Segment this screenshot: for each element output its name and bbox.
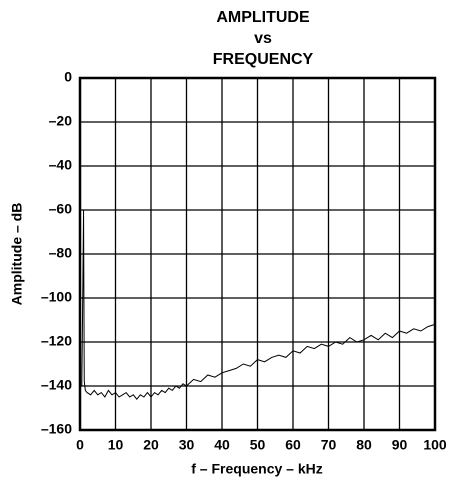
y-tick-label: –80 (49, 245, 73, 261)
y-tick-label: –120 (41, 333, 72, 349)
y-tick-label: –140 (41, 377, 72, 393)
x-tick-label: 20 (143, 437, 159, 453)
x-tick-label: 50 (250, 437, 266, 453)
y-tick-label: –40 (49, 157, 73, 173)
chart-title: AMPLITUDE (216, 9, 310, 26)
x-tick-label: 70 (321, 437, 337, 453)
y-tick-label: –160 (41, 421, 72, 437)
x-tick-label: 80 (356, 437, 372, 453)
chart-title: vs (254, 30, 272, 47)
x-tick-label: 0 (76, 437, 84, 453)
x-tick-label: 90 (392, 437, 408, 453)
x-tick-label: 10 (108, 437, 124, 453)
y-tick-label: –100 (41, 289, 72, 305)
x-tick-label: 30 (179, 437, 195, 453)
y-tick-label: –20 (49, 113, 73, 129)
chart-title: FREQUENCY (213, 51, 314, 68)
x-tick-label: 60 (285, 437, 301, 453)
x-axis-label: f – Frequency – kHz (191, 461, 323, 477)
y-tick-label: –60 (49, 201, 73, 217)
data-line (81, 209, 436, 400)
plot-frame (78, 76, 437, 432)
x-tick-label: 40 (214, 437, 230, 453)
y-tick-label: 0 (64, 69, 72, 85)
y-axis-label: Amplitude – dB (9, 203, 25, 306)
x-tick-label: 100 (423, 437, 447, 453)
